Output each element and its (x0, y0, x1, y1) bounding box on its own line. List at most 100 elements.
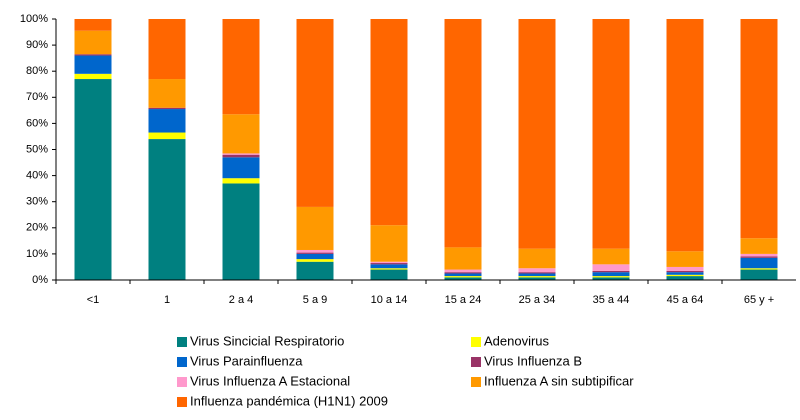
bar-segment (148, 19, 186, 80)
bar-segment (666, 276, 704, 280)
legend-swatch (177, 377, 187, 387)
bar-segment (444, 272, 482, 274)
legend-label: Virus Influenza A Estacional (190, 373, 350, 388)
bar-segment (296, 259, 334, 262)
bar-segment (222, 114, 260, 154)
legend-label: Influenza A sin subtipificar (484, 373, 634, 388)
bar-segment (370, 269, 408, 280)
y-tick-label: 0% (32, 274, 48, 286)
bar-segment (518, 276, 556, 278)
x-tick-label: 15 a 24 (445, 294, 482, 306)
bar-segment (740, 269, 778, 280)
legend-label: Virus Sincicial Respiratorio (190, 333, 344, 348)
bar-segment (518, 268, 556, 273)
legend-swatch (471, 377, 481, 387)
bar-segment (222, 154, 260, 158)
bar-segment (296, 19, 334, 207)
bar-segment (666, 251, 704, 267)
bar-segment (148, 109, 186, 133)
bar-segment (222, 157, 260, 179)
bar-segment (370, 19, 408, 226)
bar-segment (518, 277, 556, 280)
bar-segment (148, 79, 186, 108)
legend-label: Virus Influenza B (484, 353, 582, 368)
x-tick-label: 5 a 9 (303, 294, 327, 306)
bar-segment (74, 30, 112, 55)
y-tick-label: 30% (26, 196, 48, 208)
bar-segment (148, 139, 186, 280)
bar-segment (444, 269, 482, 273)
bar-segment (296, 252, 334, 254)
bar-segment (740, 257, 778, 269)
bar-segment (148, 132, 186, 140)
y-tick-label: 70% (26, 91, 48, 103)
x-tick-label: 2 a 4 (229, 294, 253, 306)
bar-segment (666, 270, 704, 273)
bar-segment (592, 19, 630, 249)
bar-segment (592, 277, 630, 280)
bar-segment (74, 54, 112, 56)
bar-segment (370, 263, 408, 265)
bar-segment (444, 276, 482, 278)
bar-segment (666, 266, 704, 271)
y-tick-label: 10% (26, 248, 48, 260)
bar-segment (444, 273, 482, 277)
bar-segment (222, 153, 260, 155)
x-tick-label: 10 a 14 (371, 294, 408, 306)
bar-segment (370, 268, 408, 270)
x-tick-label: <1 (87, 294, 100, 306)
bar-segment (740, 268, 778, 270)
bar-segment (222, 19, 260, 115)
bar-segment (740, 253, 778, 257)
bar-segment (74, 73, 112, 80)
bar-segment (370, 264, 408, 269)
bar-segment (740, 256, 778, 258)
y-tick-label: 20% (26, 222, 48, 234)
bar-segment (370, 225, 408, 262)
y-tick-label: 100% (20, 13, 48, 25)
bar-segment (74, 19, 112, 31)
bar-segment (592, 272, 630, 277)
y-tick-label: 90% (26, 39, 48, 51)
legend-label: Adenovirus (484, 333, 550, 348)
bar-segment (592, 270, 630, 273)
x-tick-label: 1 (164, 294, 170, 306)
x-tick-label: 35 a 44 (593, 294, 630, 306)
y-tick-label: 50% (26, 143, 48, 155)
legend-swatch (177, 357, 187, 367)
bar-segment (740, 238, 778, 254)
bar-segment (666, 274, 704, 277)
bar-segment (518, 272, 556, 274)
bar-segment (444, 277, 482, 280)
bar-segment (74, 79, 112, 280)
legend-swatch (177, 397, 187, 407)
y-tick-label: 40% (26, 170, 48, 182)
y-tick-label: 60% (26, 117, 48, 129)
legend-swatch (471, 357, 481, 367)
bar-segment (370, 261, 408, 264)
bar-segment (592, 264, 630, 271)
bar-segment (592, 248, 630, 265)
bar-segment (518, 248, 556, 269)
x-tick-label: 65 y + (744, 294, 774, 306)
bar-segment (296, 206, 334, 250)
bar-segment (222, 183, 260, 280)
x-tick-label: 45 a 64 (667, 294, 704, 306)
bar-segment (296, 261, 334, 280)
bar-segment (740, 19, 778, 239)
bar-segment (148, 107, 186, 110)
bar-segment (518, 273, 556, 277)
bar-segment (444, 19, 482, 248)
bar-segment (74, 55, 112, 74)
y-tick-label: 80% (26, 65, 48, 77)
legend-swatch (177, 337, 187, 347)
bar-segment (518, 19, 556, 249)
legend-label: Influenza pandémica (H1N1) 2009 (190, 393, 388, 408)
legend-label: Virus Parainfluenza (190, 353, 303, 368)
bar-segment (222, 178, 260, 184)
bar-segment (444, 247, 482, 270)
x-tick-label: 25 a 34 (519, 294, 556, 306)
bar-segment (592, 276, 630, 278)
bar-segment (296, 253, 334, 260)
